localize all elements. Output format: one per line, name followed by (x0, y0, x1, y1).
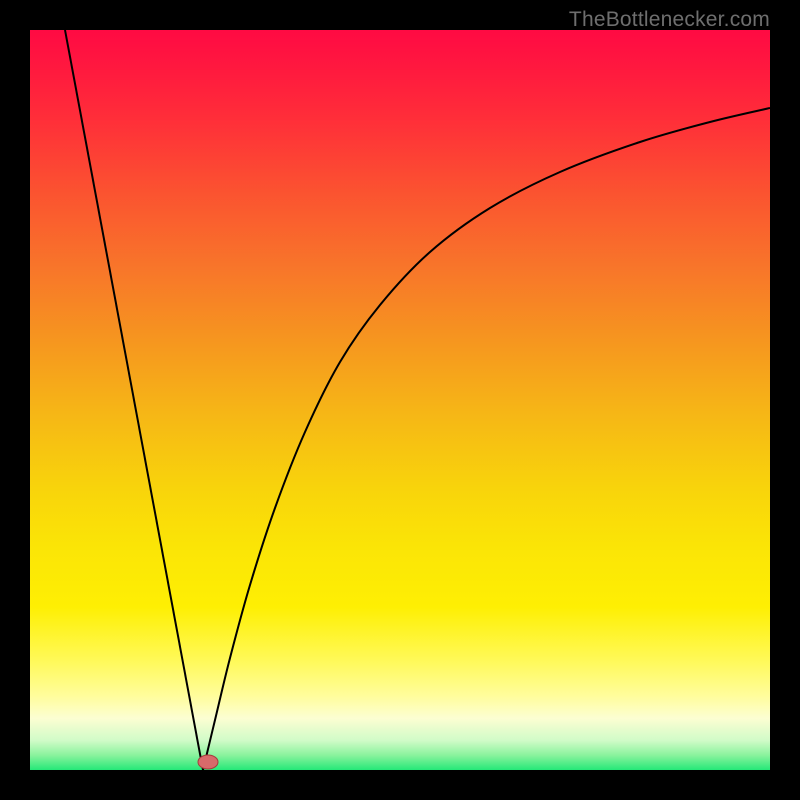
curve-right-branch (203, 108, 770, 770)
curve-layer (30, 30, 770, 770)
chart-frame: TheBottlenecker.com (0, 0, 800, 800)
plot-area (30, 30, 770, 770)
minimum-marker (198, 755, 218, 769)
watermark-text: TheBottlenecker.com (569, 8, 770, 32)
curve-left-branch (65, 30, 203, 770)
